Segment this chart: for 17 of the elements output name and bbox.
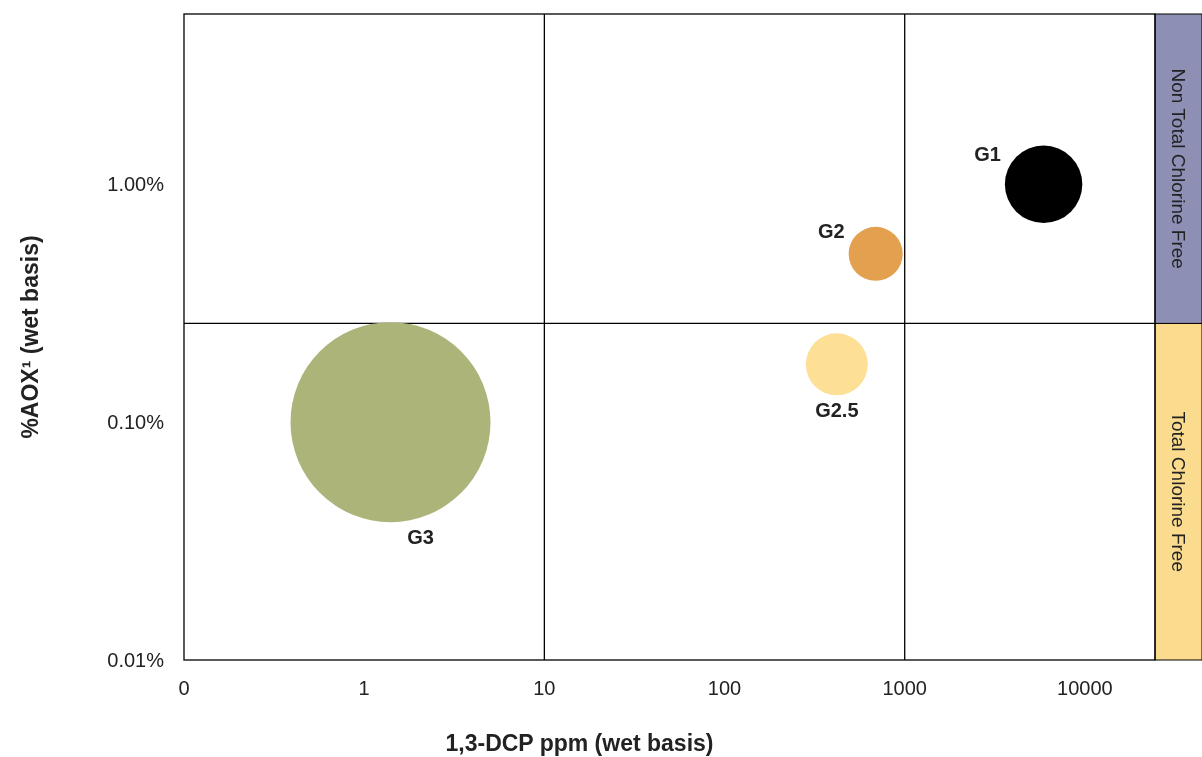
x-tick-label: 10000 <box>1057 677 1113 699</box>
x-tick-label: 0 <box>178 677 190 699</box>
text: Non Total Chlorine Free <box>1167 68 1189 269</box>
y-tick-label: 0.10% <box>107 411 165 434</box>
series-label: G3 <box>407 526 434 549</box>
x-axis-title: 1,3-DCP ppm (wet basis) <box>445 730 714 756</box>
series-label: G2 <box>817 219 845 242</box>
x-tick-label: 10 <box>533 677 556 699</box>
y-tick-label: 1.00% <box>107 173 165 196</box>
x-tick-label: 1 <box>358 677 370 699</box>
x-tick-label: 100 <box>707 677 742 699</box>
x-tick-label: 1000 <box>882 677 927 699</box>
series-label: G2.5 <box>815 399 859 422</box>
y-axis-title: %AOX¹ (wet basis) <box>17 235 43 439</box>
text: Total Chlorine Free <box>1167 411 1189 572</box>
series-label: G1 <box>974 143 1001 166</box>
y-tick-label: 0.01% <box>107 649 165 671</box>
